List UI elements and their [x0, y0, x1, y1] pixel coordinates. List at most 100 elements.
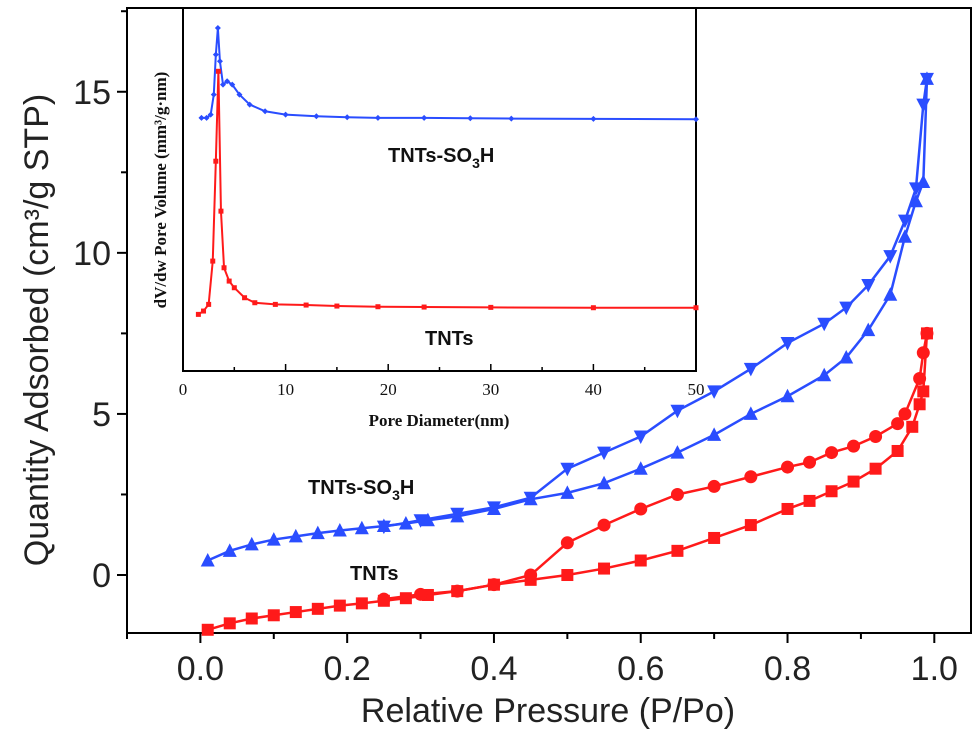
data-point-square: [334, 303, 340, 309]
data-point-square: [242, 295, 248, 301]
data-point-triangle-down: [897, 214, 912, 229]
data-point-square: [272, 301, 278, 307]
data-point-square: [869, 462, 882, 475]
data-point-diamond: [229, 81, 236, 88]
data-point-square: [488, 304, 494, 310]
data-point-diamond: [216, 58, 223, 65]
data-point-diamond: [421, 114, 428, 121]
data-point-triangle-up: [560, 485, 575, 499]
main-series-2-square: [201, 327, 933, 636]
data-point-triangle-down: [450, 507, 465, 522]
data-point-square: [399, 592, 412, 605]
data-point-diamond: [508, 115, 515, 122]
data-point-circle: [916, 346, 930, 360]
data-point-triangle-down: [376, 520, 391, 535]
main-label-tnts: TNTs: [350, 563, 399, 585]
data-point-triangle-down: [523, 491, 538, 506]
data-point-square: [781, 502, 794, 515]
inset-x-tick-label: 50: [688, 380, 705, 399]
data-point-circle: [869, 429, 883, 443]
main-label-tnts-so3h: TNTs-SO3H: [308, 477, 414, 503]
data-point-triangle-down: [861, 279, 876, 293]
data-point-square: [906, 420, 919, 433]
data-point-square: [421, 304, 427, 310]
data-point-diamond: [220, 81, 227, 88]
data-point-square: [215, 68, 221, 74]
inset-x-axis-title: Pore Diameter(nm): [369, 411, 510, 430]
data-point-diamond: [236, 91, 243, 98]
data-point-circle: [847, 439, 861, 453]
data-point-square: [289, 606, 302, 619]
data-point-triangle-down: [560, 462, 575, 477]
series-line: [383, 333, 929, 601]
data-point-square: [825, 485, 838, 498]
data-point-square: [634, 554, 647, 567]
data-point-triangle-down: [839, 301, 854, 316]
data-point-circle: [634, 502, 648, 516]
data-point-square: [252, 300, 258, 306]
data-point-square: [590, 305, 596, 311]
data-point-square: [598, 562, 611, 575]
data-point-diamond: [212, 51, 219, 58]
data-point-circle: [670, 487, 684, 501]
data-point-circle: [913, 371, 927, 385]
data-point-square: [913, 398, 926, 411]
data-point-diamond: [693, 116, 699, 123]
data-point-triangle-down: [743, 362, 758, 377]
data-point-square: [218, 208, 224, 214]
data-point-triangle-down: [780, 337, 795, 351]
data-point-triangle-down: [916, 98, 931, 113]
inset-x-tick-label: 40: [585, 380, 602, 399]
data-point-triangle-down: [670, 404, 685, 419]
data-point-circle: [524, 568, 538, 582]
inset-series-1: [195, 68, 699, 317]
data-point-square: [245, 612, 258, 625]
data-point-diamond: [590, 115, 597, 122]
data-point-triangle-up: [743, 406, 758, 420]
series-line: [383, 78, 929, 528]
data-point-diamond: [210, 91, 217, 98]
data-point-triangle-down: [633, 430, 648, 444]
main-series-3-circle: [377, 326, 934, 606]
data-point-diamond: [344, 114, 351, 121]
main-x-tick-label: 0.0: [177, 650, 224, 688]
data-point-triangle-up: [897, 229, 912, 243]
data-point-circle: [898, 407, 912, 421]
data-point-diamond: [282, 111, 289, 118]
data-point-circle: [781, 460, 795, 474]
data-point-triangle-down: [817, 317, 832, 332]
data-point-triangle-down: [908, 182, 923, 196]
inset-label-tnts-so3h: TNTs-SO3H: [388, 145, 494, 171]
data-point-square: [210, 258, 216, 264]
data-point-circle: [920, 326, 934, 340]
main-y-tick-label: 15: [73, 74, 111, 112]
data-point-triangle-down: [707, 385, 722, 399]
data-point-square: [221, 265, 227, 271]
data-point-circle: [597, 518, 611, 532]
data-point-square: [744, 519, 757, 532]
data-point-triangle-down: [883, 250, 898, 264]
data-point-triangle-down: [597, 446, 612, 461]
data-point-triangle-up: [633, 461, 648, 475]
series-line: [197, 71, 696, 316]
inset-y-axis-title: dV/dw Pore Volume (mm³/g·nm): [151, 72, 170, 309]
data-point-triangle-up: [883, 287, 898, 301]
data-point-square: [891, 444, 904, 457]
data-point-square: [693, 305, 699, 311]
data-point-square: [671, 544, 684, 557]
data-point-circle: [707, 479, 721, 493]
data-point-square: [708, 531, 721, 544]
main-x-tick-label: 0.4: [470, 650, 517, 688]
data-point-square: [847, 475, 860, 488]
data-point-diamond: [203, 114, 210, 121]
data-point-triangle-down: [486, 501, 501, 515]
data-point-triangle-up: [244, 536, 259, 551]
main-x-tick-label: 1.0: [911, 650, 958, 688]
data-point-triangle-up: [839, 350, 854, 364]
data-point-circle: [744, 470, 758, 484]
data-point-square: [803, 494, 816, 507]
main-y-tick-label: 5: [92, 396, 111, 434]
inset-plot-frame: [182, 7, 697, 372]
data-point-circle: [560, 536, 574, 550]
